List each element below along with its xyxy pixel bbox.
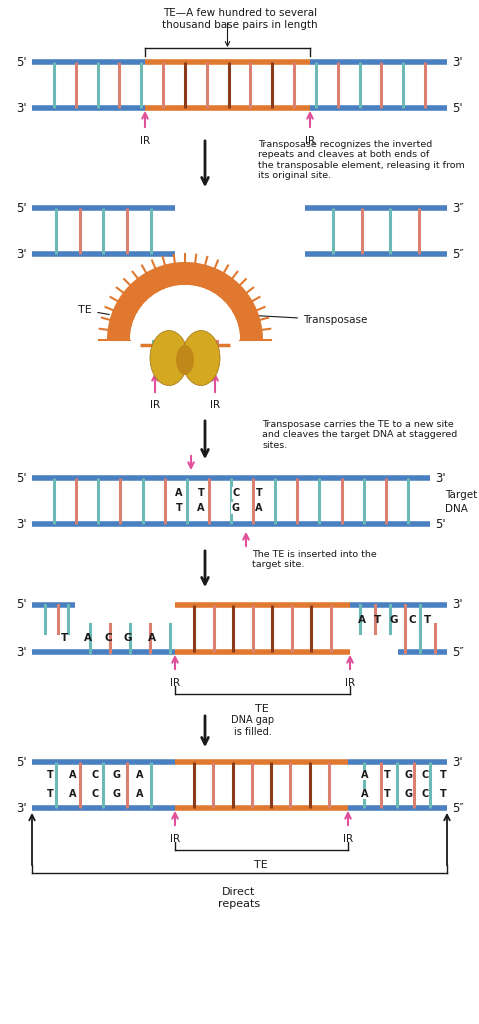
Text: 5″: 5″ (452, 248, 464, 260)
Text: G: G (124, 633, 132, 643)
Text: TE: TE (255, 705, 269, 714)
Text: T: T (375, 615, 382, 625)
Text: T: T (440, 770, 446, 780)
Text: IR: IR (343, 834, 353, 844)
Text: T: T (384, 770, 390, 780)
Text: T: T (440, 790, 446, 799)
Text: G: G (232, 503, 240, 513)
Text: G: G (113, 790, 121, 799)
Text: 3': 3' (16, 248, 27, 260)
Text: 3': 3' (452, 598, 463, 611)
Text: C: C (408, 615, 416, 625)
Text: IR: IR (170, 834, 180, 844)
Text: 5': 5' (16, 598, 27, 611)
Text: G: G (390, 615, 398, 625)
Text: T: T (198, 488, 205, 498)
Text: C: C (422, 770, 429, 780)
Text: A: A (361, 770, 369, 780)
Text: Direct
repeats: Direct repeats (218, 887, 260, 908)
Text: IR: IR (210, 400, 220, 410)
Text: Transposase carries the TE to a new site
and cleaves the target DNA at staggered: Transposase carries the TE to a new site… (262, 420, 457, 450)
Text: 5': 5' (16, 202, 27, 214)
Text: C: C (91, 770, 99, 780)
Text: A: A (197, 503, 205, 513)
Text: C: C (422, 790, 429, 799)
Text: T: T (256, 488, 262, 498)
Text: T: T (424, 615, 432, 625)
Text: IR: IR (170, 678, 180, 688)
Text: 5': 5' (452, 101, 463, 115)
Text: TE—A few hundred to several
thousand base pairs in length: TE—A few hundred to several thousand bas… (162, 8, 318, 30)
Text: 3': 3' (16, 645, 27, 658)
Text: T: T (61, 633, 68, 643)
Text: 3': 3' (435, 471, 445, 484)
Text: G: G (405, 790, 413, 799)
Text: 3': 3' (16, 517, 27, 530)
Text: T: T (46, 770, 53, 780)
Text: T: T (176, 503, 182, 513)
Text: DNA: DNA (445, 504, 468, 514)
Text: 5': 5' (16, 471, 27, 484)
Text: Transposase: Transposase (248, 315, 367, 325)
Text: C: C (232, 488, 240, 498)
Text: A: A (148, 633, 156, 643)
Text: A: A (69, 770, 77, 780)
Text: 5″: 5″ (452, 645, 464, 658)
Text: C: C (91, 790, 99, 799)
Text: TE: TE (254, 860, 268, 870)
Ellipse shape (182, 331, 220, 385)
Text: A: A (255, 503, 263, 513)
Polygon shape (130, 285, 240, 340)
Text: DNA gap
is filled.: DNA gap is filled. (231, 715, 274, 736)
Ellipse shape (176, 345, 194, 375)
Text: 3': 3' (16, 101, 27, 115)
Text: A: A (136, 790, 144, 799)
Ellipse shape (150, 331, 188, 385)
Text: 5': 5' (16, 756, 27, 768)
Text: G: G (405, 770, 413, 780)
Text: A: A (175, 488, 183, 498)
Text: G: G (113, 770, 121, 780)
Text: A: A (136, 770, 144, 780)
Text: IR: IR (150, 400, 160, 410)
Text: IR: IR (305, 136, 315, 146)
Text: 3″: 3″ (452, 202, 464, 214)
Text: A: A (361, 790, 369, 799)
Text: T: T (384, 790, 390, 799)
Text: Transposase recognizes the inverted
repeats and cleaves at both ends of
the tran: Transposase recognizes the inverted repe… (258, 140, 465, 180)
Text: 5': 5' (435, 517, 445, 530)
Text: 5″: 5″ (452, 802, 464, 814)
Text: TE: TE (78, 305, 92, 315)
Text: Target: Target (445, 490, 477, 500)
Text: C: C (104, 633, 112, 643)
PathPatch shape (107, 262, 263, 340)
Text: 3': 3' (452, 55, 463, 69)
Text: A: A (358, 615, 366, 625)
Text: T: T (46, 790, 53, 799)
Text: IR: IR (140, 136, 150, 146)
Text: 5': 5' (16, 55, 27, 69)
Text: 3': 3' (16, 802, 27, 814)
Text: A: A (84, 633, 92, 643)
Text: The TE is inserted into the
target site.: The TE is inserted into the target site. (252, 550, 377, 569)
Text: 3': 3' (452, 756, 463, 768)
Text: IR: IR (345, 678, 355, 688)
Text: A: A (69, 790, 77, 799)
